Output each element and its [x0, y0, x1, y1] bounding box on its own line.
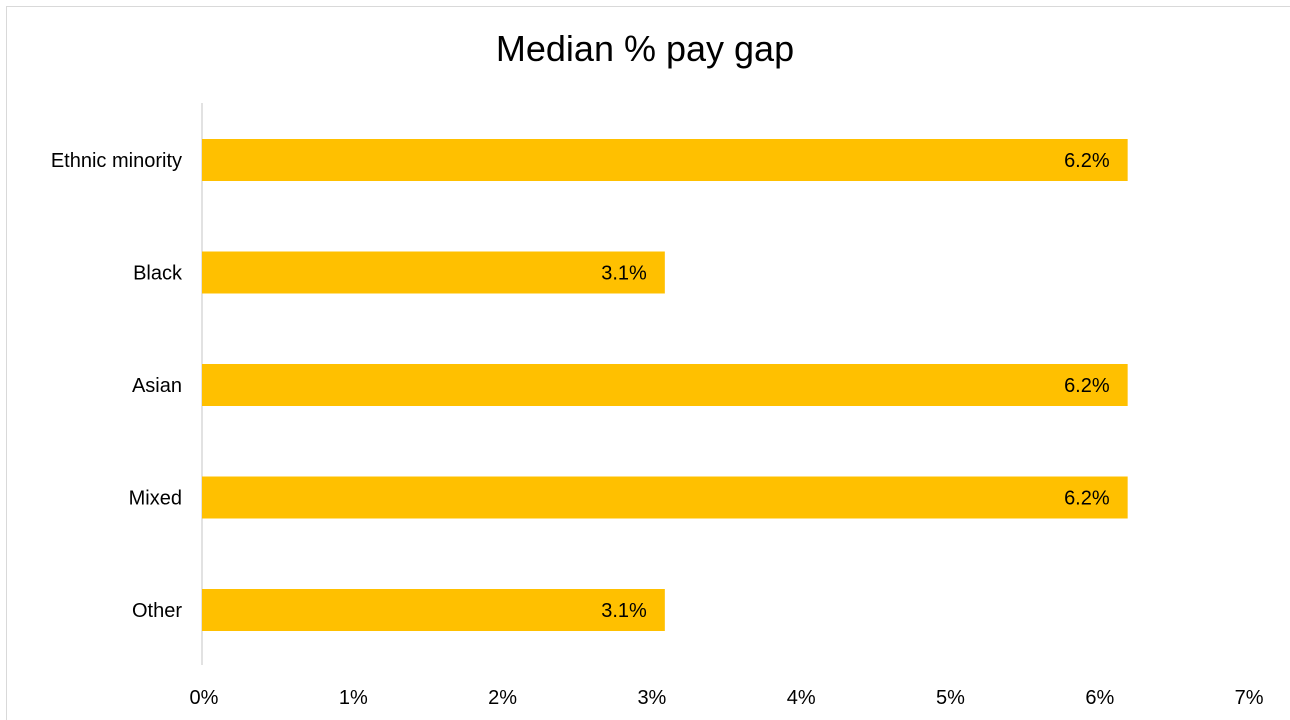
x-tick-label: 5% — [936, 687, 965, 709]
data-label: 3.1% — [601, 600, 647, 622]
bars-group: 6.2% 3.1% 6.2% 6.2% 3.1% — [202, 139, 1128, 631]
x-tick-label: 3% — [637, 687, 666, 709]
category-label: Black — [133, 263, 183, 285]
category-label: Mixed — [129, 488, 182, 510]
chart-title: Median % pay gap — [495, 28, 795, 69]
x-tick-label: 0% — [190, 687, 219, 709]
data-label: 6.2% — [1064, 150, 1110, 172]
x-tick-label: 4% — [787, 687, 816, 709]
bar-other — [202, 589, 665, 631]
category-label: Asian — [132, 375, 182, 397]
bar-black — [202, 251, 665, 294]
data-label: 6.2% — [1064, 375, 1110, 397]
x-tick-label: 1% — [339, 687, 368, 709]
bar-asian — [202, 364, 1128, 406]
data-label: 3.1% — [601, 263, 647, 285]
bar-mixed — [202, 476, 1128, 519]
bar-ethnic-minority — [202, 139, 1128, 181]
x-tick-label: 6% — [1085, 687, 1114, 709]
category-label: Other — [132, 600, 182, 622]
category-labels-group: Ethnic minority Black Asian Mixed Other — [51, 150, 183, 622]
x-tick-label: 2% — [488, 687, 517, 709]
x-tick-labels-group: 0% 1% 2% 3% 4% 5% 6% 7% — [190, 687, 1264, 709]
data-label: 6.2% — [1064, 488, 1110, 510]
category-label: Ethnic minority — [51, 150, 182, 172]
x-tick-label: 7% — [1235, 687, 1264, 709]
